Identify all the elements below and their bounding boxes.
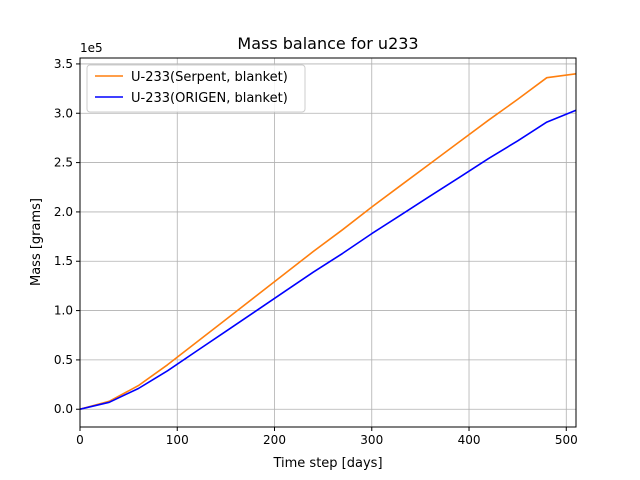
- x-tick-label: 400: [458, 433, 481, 447]
- y-tick-label: 1.0: [54, 304, 73, 318]
- y-axis-ticks: 0.0 0.5 1.0 1.5 2.0 2.5 3.0 3.5: [54, 57, 80, 416]
- x-tick-label: 100: [166, 433, 189, 447]
- legend-entry: U-233(Serpent, blanket): [131, 70, 288, 85]
- y-tick-label: 2.0: [54, 205, 73, 219]
- x-tick-label: 0: [76, 433, 84, 447]
- y-tick-label: 3.5: [54, 57, 73, 71]
- y-tick-label: 0.5: [54, 353, 73, 367]
- y-axis-offset-label: 1e5: [80, 41, 103, 55]
- legend: U-233(Serpent, blanket) U-233(ORIGEN, bla…: [86, 64, 306, 113]
- y-tick-label: 1.5: [54, 254, 73, 268]
- x-axis-label: Time step [days]: [272, 456, 382, 471]
- x-tick-label: 300: [360, 433, 383, 447]
- y-tick-label: 2.5: [54, 156, 73, 170]
- grid: [79, 58, 576, 427]
- series-line-1: [80, 73, 576, 410]
- legend-entry: U-233(ORIGEN, blanket): [131, 91, 288, 106]
- x-axis-ticks: 0 100 200 300 400 500: [76, 427, 578, 447]
- y-tick-label: 3.0: [54, 106, 73, 120]
- legend-box: [86, 64, 306, 113]
- plot-frame: [79, 57, 577, 428]
- series-line-2: [80, 109, 576, 410]
- x-tick-label: 500: [555, 433, 578, 447]
- chart-title: Mass balance for u233: [237, 34, 418, 53]
- y-axis-label: Mass [grams]: [29, 198, 44, 286]
- x-tick-label: 200: [263, 433, 286, 447]
- series-lines: [80, 73, 576, 410]
- y-tick-label: 0.0: [54, 402, 73, 416]
